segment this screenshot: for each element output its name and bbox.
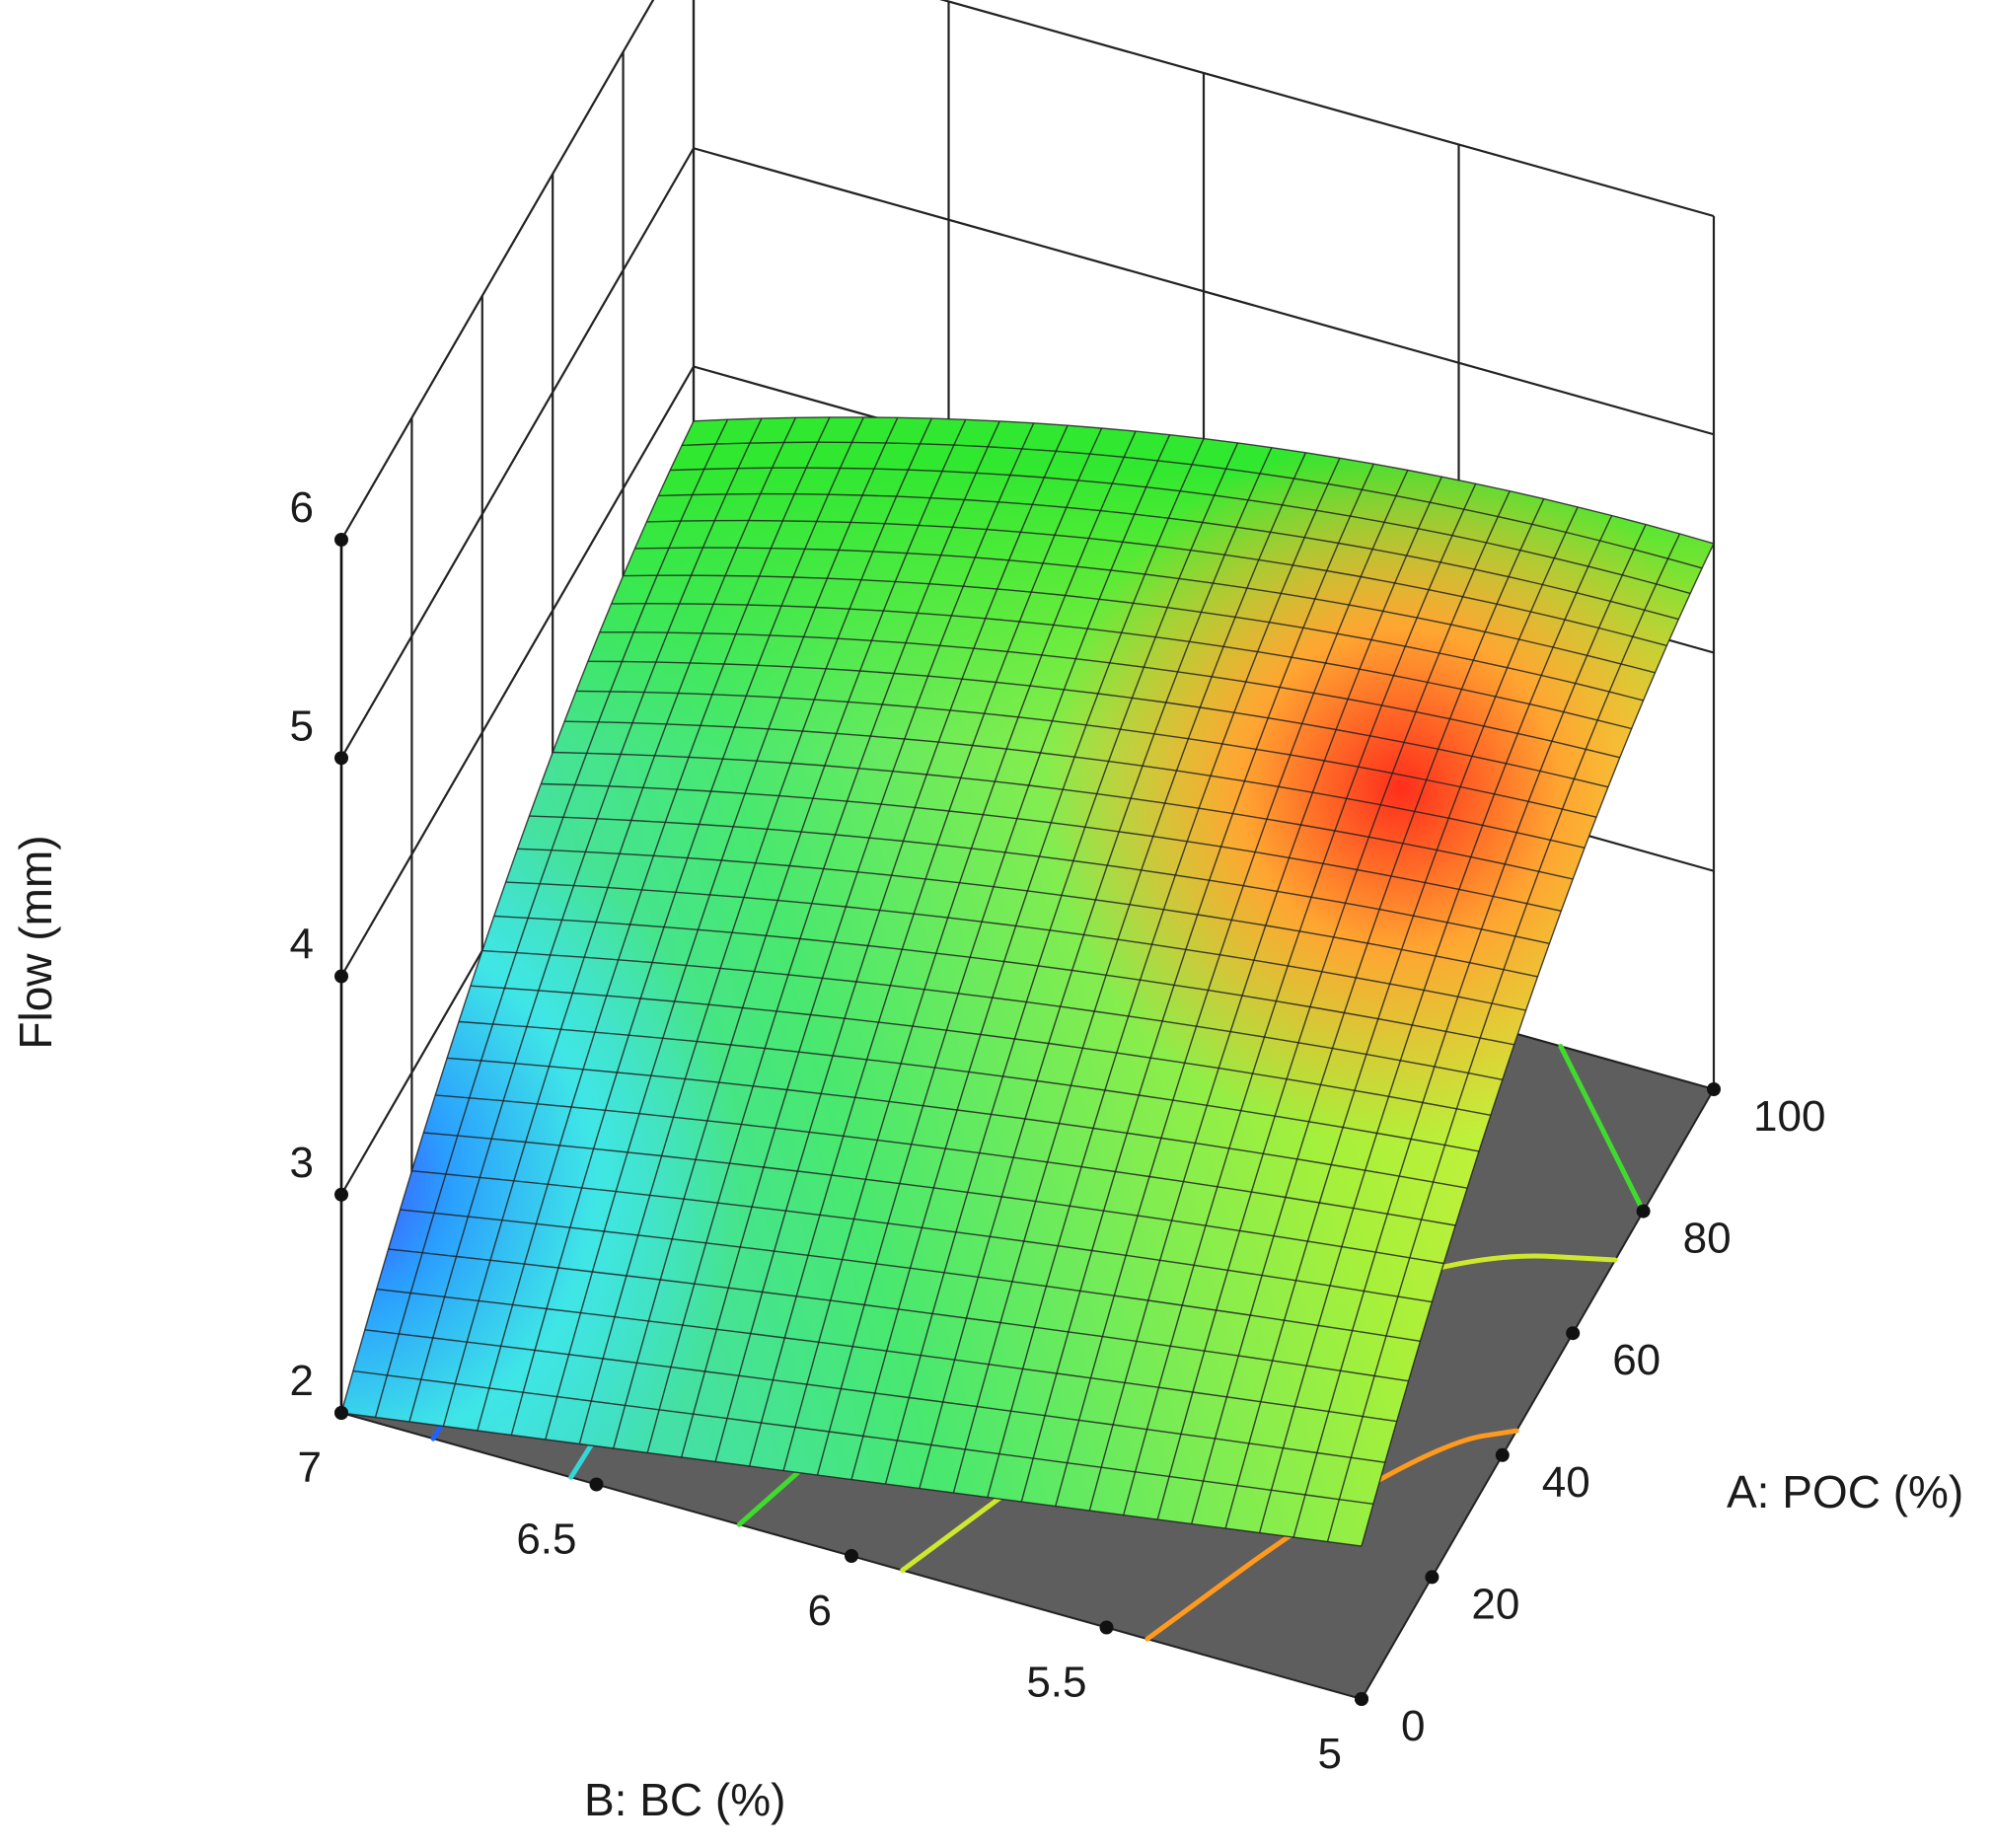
z-axis-title: Flow (mm): [10, 835, 61, 1049]
y-tick-mark: [845, 1549, 858, 1563]
mesh-line: [374, 418, 729, 1418]
mesh-line: [919, 447, 1273, 1489]
y-tick-label: 6.5: [516, 1515, 576, 1564]
mesh-line: [1088, 476, 1442, 1512]
mesh-line: [1361, 543, 1715, 1547]
mesh-line: [1055, 470, 1409, 1507]
y-tick-mark: [1099, 1620, 1114, 1635]
mesh-line: [748, 427, 1103, 1467]
x-tick-label: 20: [1471, 1580, 1519, 1628]
y-tick-label: 5: [1318, 1730, 1342, 1778]
z-tick-label: 2: [290, 1357, 314, 1405]
mesh-line: [1123, 483, 1477, 1515]
response-surface: [340, 416, 1715, 1547]
mesh-line: [545, 417, 899, 1441]
mesh-line: [884, 442, 1239, 1485]
grid-line: [340, 365, 695, 978]
y-tick-mark: [589, 1477, 604, 1492]
mesh-line: [578, 417, 932, 1444]
x-tick-label: 100: [1753, 1092, 1825, 1141]
x-tick-mark: [1707, 1082, 1721, 1096]
x-tick-label: 80: [1683, 1215, 1732, 1263]
surface-mesh: [340, 416, 1715, 1547]
contour-line: [1558, 1044, 1647, 1215]
mesh-line: [477, 416, 831, 1432]
y-tick-mark: [334, 1406, 348, 1420]
mesh-line: [714, 424, 1069, 1462]
surface-cool-color: [341, 416, 1714, 1547]
z-tick-label: 6: [290, 483, 314, 532]
mesh-line: [987, 458, 1341, 1498]
mesh-line: [510, 416, 864, 1436]
x-tick-mark: [1425, 1570, 1439, 1585]
x-tick-label: 40: [1542, 1458, 1590, 1507]
mesh-line: [442, 417, 797, 1427]
y-tick-mark: [1355, 1692, 1368, 1706]
mesh-line: [613, 419, 967, 1449]
mesh-line: [1292, 524, 1647, 1538]
mesh-line: [340, 420, 695, 1414]
mesh-line: [408, 417, 763, 1423]
y-tick-label: 7: [298, 1443, 322, 1492]
grid-line: [340, 147, 695, 759]
x-tick-mark: [1636, 1204, 1651, 1219]
mesh-line: [816, 434, 1171, 1476]
mesh-line: [1156, 490, 1511, 1520]
mesh-line: [1326, 533, 1681, 1542]
y-tick-label: 6: [808, 1587, 832, 1635]
grid-line: [340, 0, 655, 541]
mesh-line: [646, 420, 1000, 1453]
z-tick-label: 5: [290, 702, 314, 750]
x-tick-mark: [1566, 1326, 1581, 1341]
mesh-line: [952, 452, 1307, 1494]
axis-titles: Flow (mm) A: POC (%) B: BC (%): [10, 835, 1963, 1825]
mesh-line: [1191, 498, 1545, 1524]
surface-fill: [341, 416, 1714, 1547]
mesh-line: [1224, 506, 1579, 1529]
z-tick-label: 4: [290, 921, 314, 969]
mesh-line: [850, 438, 1205, 1480]
mesh-line: [1020, 463, 1374, 1503]
x-tick-label: 60: [1612, 1336, 1661, 1384]
x-axis-title: A: POC (%): [1727, 1466, 1963, 1517]
y-tick-label: 5.5: [1026, 1659, 1086, 1707]
mesh-line: [681, 422, 1035, 1458]
x-tick-mark: [1495, 1447, 1510, 1462]
x-tick-label: 0: [1401, 1702, 1425, 1750]
y-axis-title: B: BC (%): [584, 1774, 785, 1825]
mesh-line: [782, 430, 1137, 1471]
z-tick-label: 3: [290, 1139, 314, 1187]
mesh-line: [1258, 515, 1613, 1533]
